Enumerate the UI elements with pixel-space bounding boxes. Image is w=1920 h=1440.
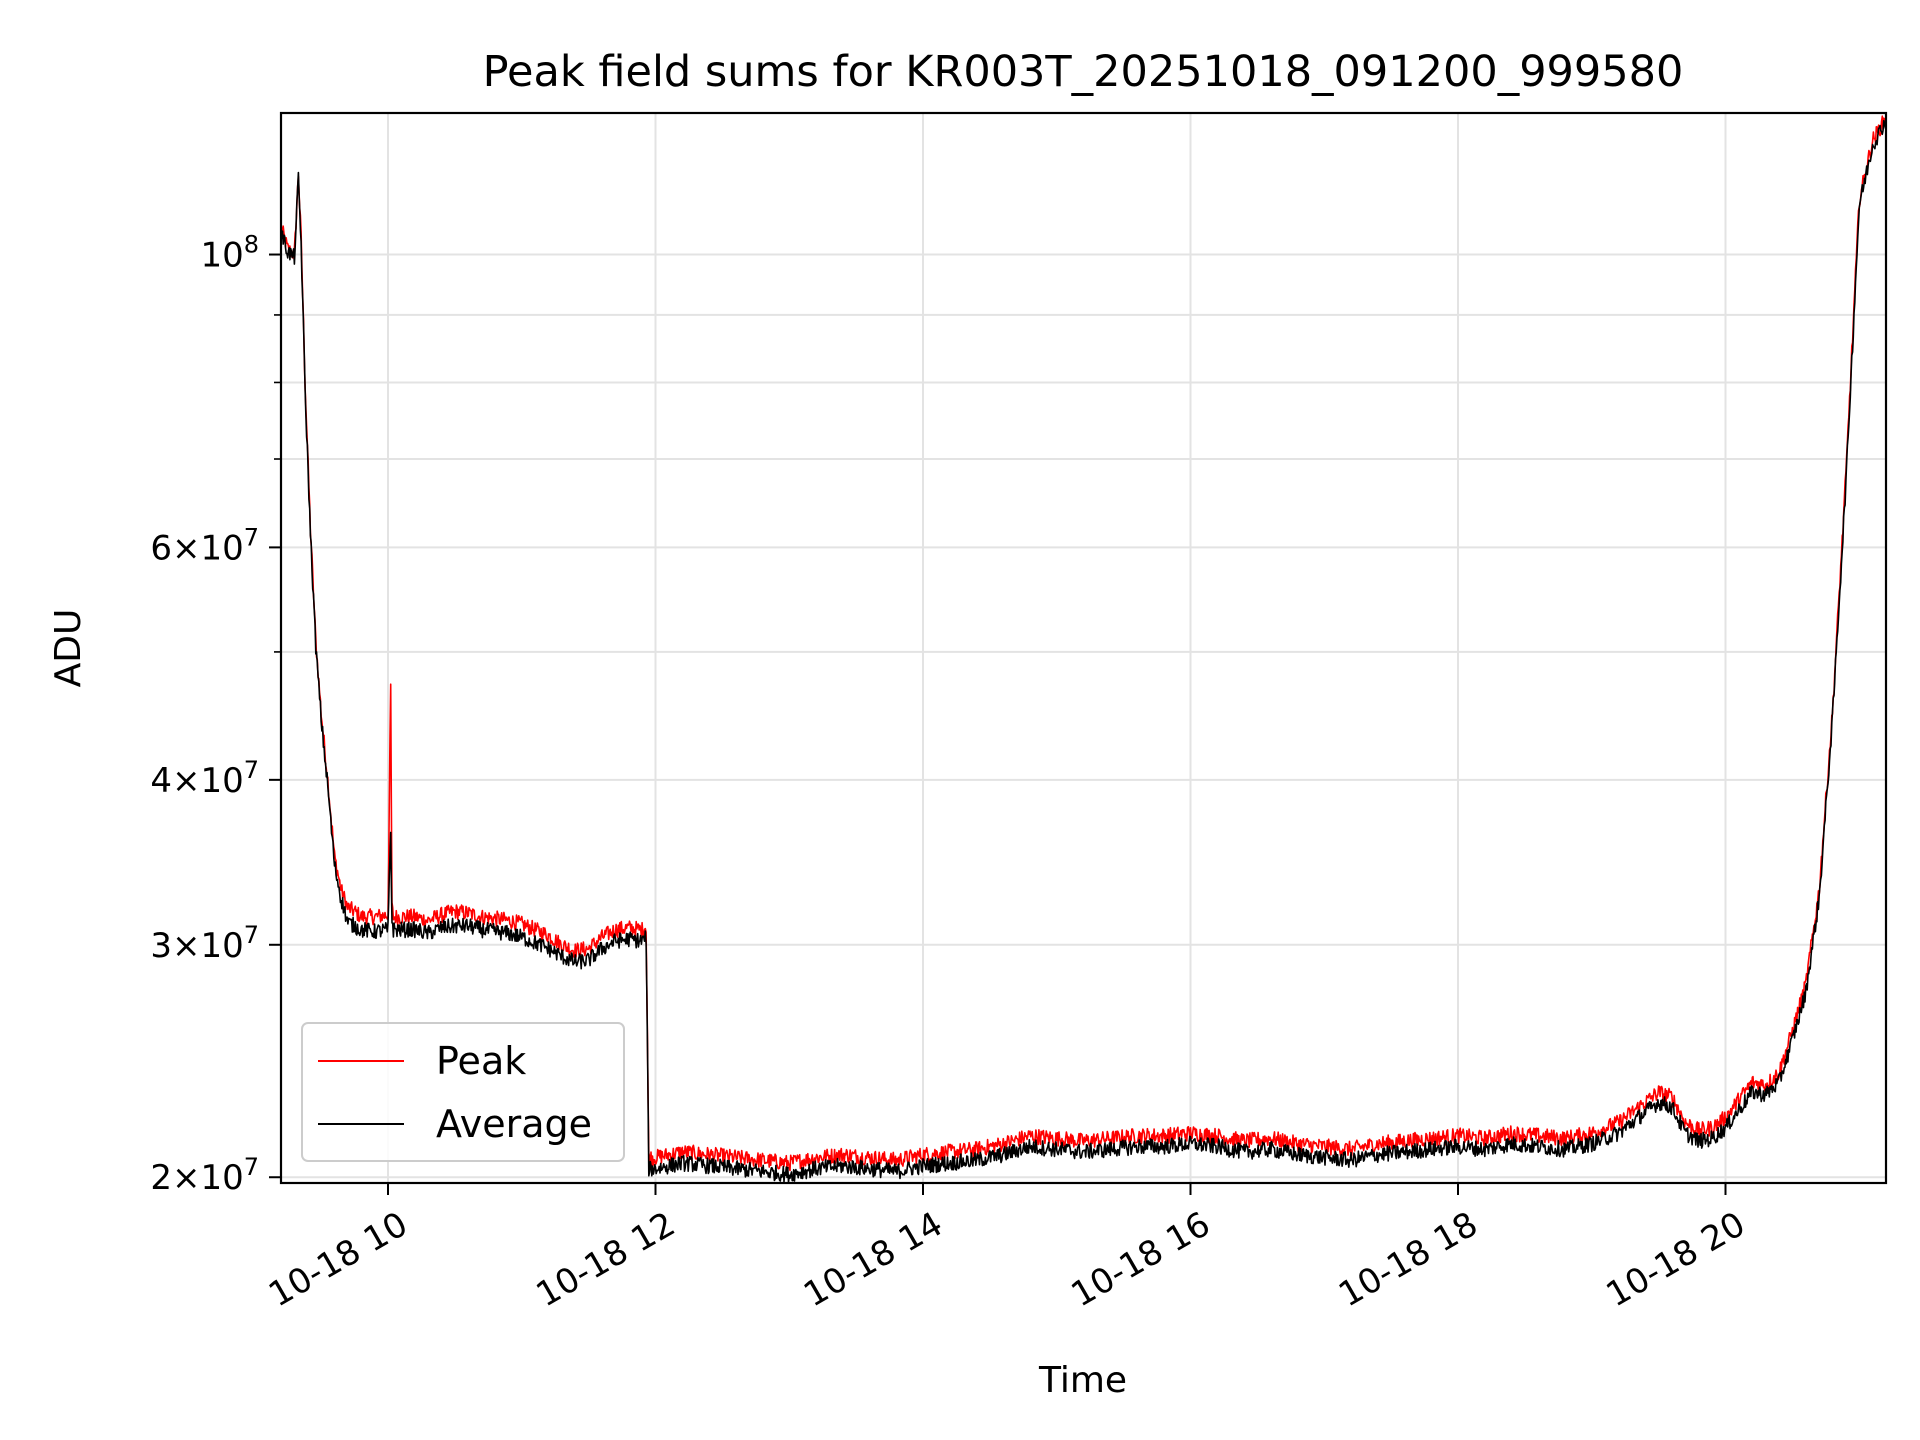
gridlines	[281, 113, 1886, 1183]
y-tick-label: 2×107	[150, 1153, 259, 1198]
y-tick-label: 4×107	[150, 756, 259, 801]
y-tick-label: 3×107	[150, 921, 259, 966]
x-axis-title: Time	[1038, 1360, 1127, 1401]
legend-label-average: Average	[436, 1102, 592, 1146]
y-tick-label: 108	[200, 231, 259, 276]
legend-label-peak: Peak	[436, 1039, 526, 1083]
series-lines	[280, 115, 1887, 1183]
plot-frame	[279, 111, 1888, 1185]
legend: Peak Average	[301, 1022, 625, 1162]
series-line-average	[280, 119, 1887, 1183]
legend-box	[301, 1022, 625, 1162]
y-tick-label: 6×107	[150, 523, 259, 568]
series-line-peak	[280, 115, 1887, 1172]
chart-title: Peak field sums for KR003T_20251018_0912…	[483, 47, 1684, 97]
y-axis-title: ADU	[48, 609, 89, 688]
